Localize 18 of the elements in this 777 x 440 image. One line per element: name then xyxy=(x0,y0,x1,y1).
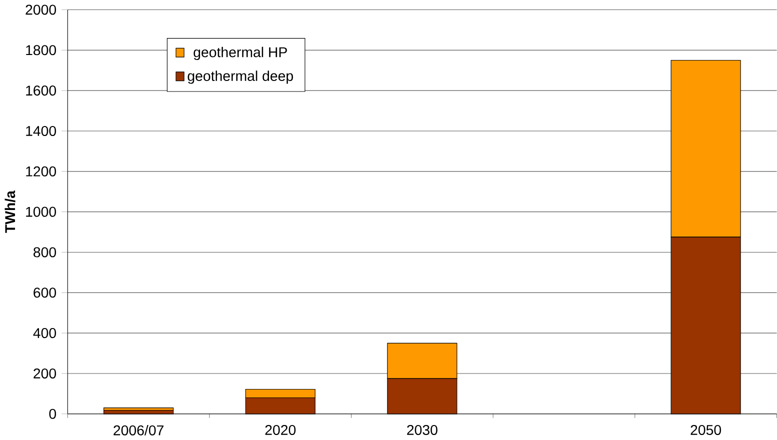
legend-label: geothermal deep xyxy=(188,70,293,84)
y-tick-label: 1600 xyxy=(26,86,56,96)
y-tick-label: 600 xyxy=(34,288,56,298)
y-tick-label: 1200 xyxy=(26,166,56,176)
y-tick-label: 200 xyxy=(34,368,56,378)
y-tick-label: 1400 xyxy=(26,126,56,136)
y-axis-title: TWh/a xyxy=(4,190,16,233)
x-tick-label: 2020 xyxy=(265,424,296,435)
x-tick-label: 2050 xyxy=(690,424,722,435)
y-tick-label: 400 xyxy=(33,328,56,338)
y-tick-label: 1000 xyxy=(26,206,56,217)
y-tick-label: 800 xyxy=(34,247,56,258)
y-tick-label: 1800 xyxy=(26,45,56,56)
y-tick-label: 0 xyxy=(49,408,56,419)
y-tick-label: 2000 xyxy=(26,4,56,15)
legend-label: geothermal HP xyxy=(194,46,287,60)
x-tick-label: 2006/07 xyxy=(114,424,164,436)
x-tick-label: 2030 xyxy=(407,424,438,435)
